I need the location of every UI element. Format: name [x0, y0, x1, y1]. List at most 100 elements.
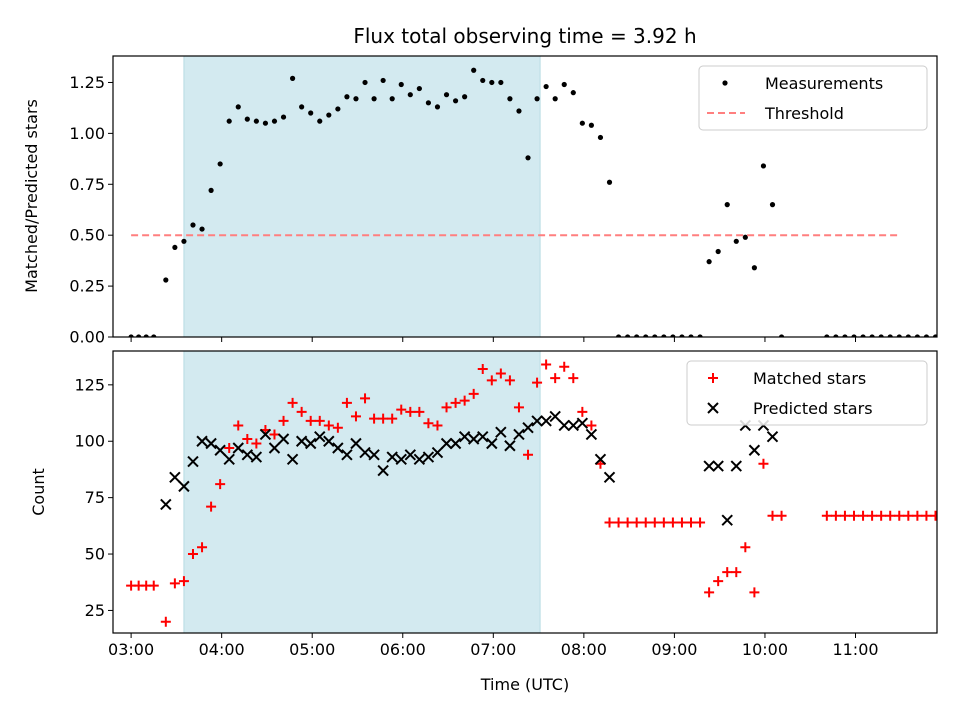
predicted-stars-point [205, 437, 217, 450]
matched-stars-point [604, 517, 615, 528]
measurement-point [308, 110, 314, 116]
matched-stars-point [215, 479, 226, 490]
matched-stars-point [722, 567, 733, 578]
matched-stars-point [631, 517, 642, 528]
predicted-stars-point [350, 437, 362, 450]
matched-stars-point [885, 510, 896, 521]
matched-stars-point [224, 443, 235, 454]
measurement-point [525, 155, 531, 161]
measurement-point [280, 114, 287, 120]
matched-stars-point [876, 510, 887, 521]
matched-stars-point [187, 549, 198, 560]
matched-stars-point [541, 359, 552, 370]
measurement-point [742, 234, 748, 240]
matched-stars-point [767, 510, 778, 521]
measurement-point [634, 334, 640, 337]
measurement-point [878, 334, 884, 337]
x-tick-label: 03:00 [108, 640, 154, 659]
measurement-point [706, 259, 712, 265]
observing-window-span [183, 350, 541, 634]
x-axis-label: Time (UTC) [480, 675, 569, 694]
measurement-point [353, 96, 359, 102]
matched-stars-point [586, 420, 597, 431]
matched-stars-point [160, 616, 171, 627]
predicted-stars-point [386, 451, 398, 463]
predicted-stars-point [187, 455, 199, 468]
matched-stars-point [776, 510, 787, 521]
matched-stars-point [504, 375, 515, 386]
measurement-point [235, 104, 241, 110]
y-tick-label: 50 [85, 545, 105, 564]
predicted-stars-point [504, 440, 516, 452]
predicted-stars-point [377, 464, 389, 477]
matched-stars-point [396, 404, 407, 415]
measurement-point [851, 334, 857, 337]
measurement-point [688, 334, 694, 337]
chart-title: Flux total observing time = 3.92 h [353, 24, 696, 48]
matched-stars-point [577, 406, 588, 417]
predicted-stars-point [440, 437, 453, 450]
matched-stars-point [912, 510, 923, 521]
matched-stars-point [658, 517, 669, 528]
matched-stars-point [640, 517, 651, 528]
measurement-point [625, 334, 631, 337]
legend-label: Measurements [765, 74, 883, 93]
predicted-stars-point [422, 451, 435, 463]
matched-stars-point [423, 418, 434, 429]
predicted-stars-point [712, 460, 724, 472]
matched-stars-point [613, 517, 624, 528]
measurement-point [733, 238, 739, 244]
predicted-stars-point [160, 498, 172, 511]
matched-stars-point [495, 368, 506, 379]
measurement-point [570, 90, 576, 96]
predicted-stars-point [232, 442, 244, 454]
predicted-stars-point [467, 433, 480, 445]
matched-stars-point [323, 420, 334, 431]
matched-stars-point [731, 567, 742, 578]
matched-stars-point [269, 429, 280, 440]
observing-window-span [183, 55, 541, 338]
matched-stars-point [360, 393, 371, 404]
measurement-point [896, 334, 902, 337]
matched-stars-point [686, 517, 697, 528]
measurement-point [588, 122, 595, 128]
measurement-point [498, 79, 504, 86]
top-y-axis-label: Matched/Predicted stars [22, 99, 41, 293]
measurement-point [480, 77, 486, 84]
predicted-stars-point [486, 437, 498, 450]
x-tick-label: 05:00 [289, 640, 335, 659]
measurement-point [199, 226, 205, 232]
predicted-stars-point [531, 415, 543, 427]
predicted-stars-point [304, 437, 317, 450]
y-tick-label: 125 [74, 375, 105, 394]
predicted-stars-point [404, 449, 417, 461]
measurement-point [151, 334, 157, 337]
measurement-point [208, 187, 214, 193]
y-tick-label: 0.75 [69, 175, 105, 194]
measurement-point [824, 334, 830, 337]
matched-stars-point [477, 364, 488, 375]
matched-stars-point [903, 510, 914, 521]
y-tick-label: 1.25 [69, 73, 105, 92]
predicted-stars-point [223, 453, 235, 465]
measurement-point [398, 81, 404, 88]
x-tick-label: 08:00 [561, 640, 607, 659]
matched-stars-point [830, 510, 841, 521]
predicted-stars-point [594, 453, 607, 465]
matched-stars-point [169, 578, 180, 589]
measurement-point [471, 67, 477, 73]
matched-stars-point [369, 413, 380, 424]
measurement-point [516, 108, 522, 114]
measurement-point [262, 120, 269, 126]
measurement-point [217, 161, 223, 167]
measurement-point [371, 96, 377, 102]
y-tick-label: 100 [74, 432, 105, 451]
measurement-point [597, 134, 604, 141]
x-tick-label: 07:00 [470, 640, 516, 659]
matched-stars-point [821, 510, 832, 521]
legend-label: Matched stars [753, 369, 866, 388]
predicted-stars-point [277, 433, 290, 445]
matched-stars-point [839, 510, 850, 521]
x-tick-label: 09:00 [651, 640, 697, 659]
measurement-point [606, 179, 613, 185]
